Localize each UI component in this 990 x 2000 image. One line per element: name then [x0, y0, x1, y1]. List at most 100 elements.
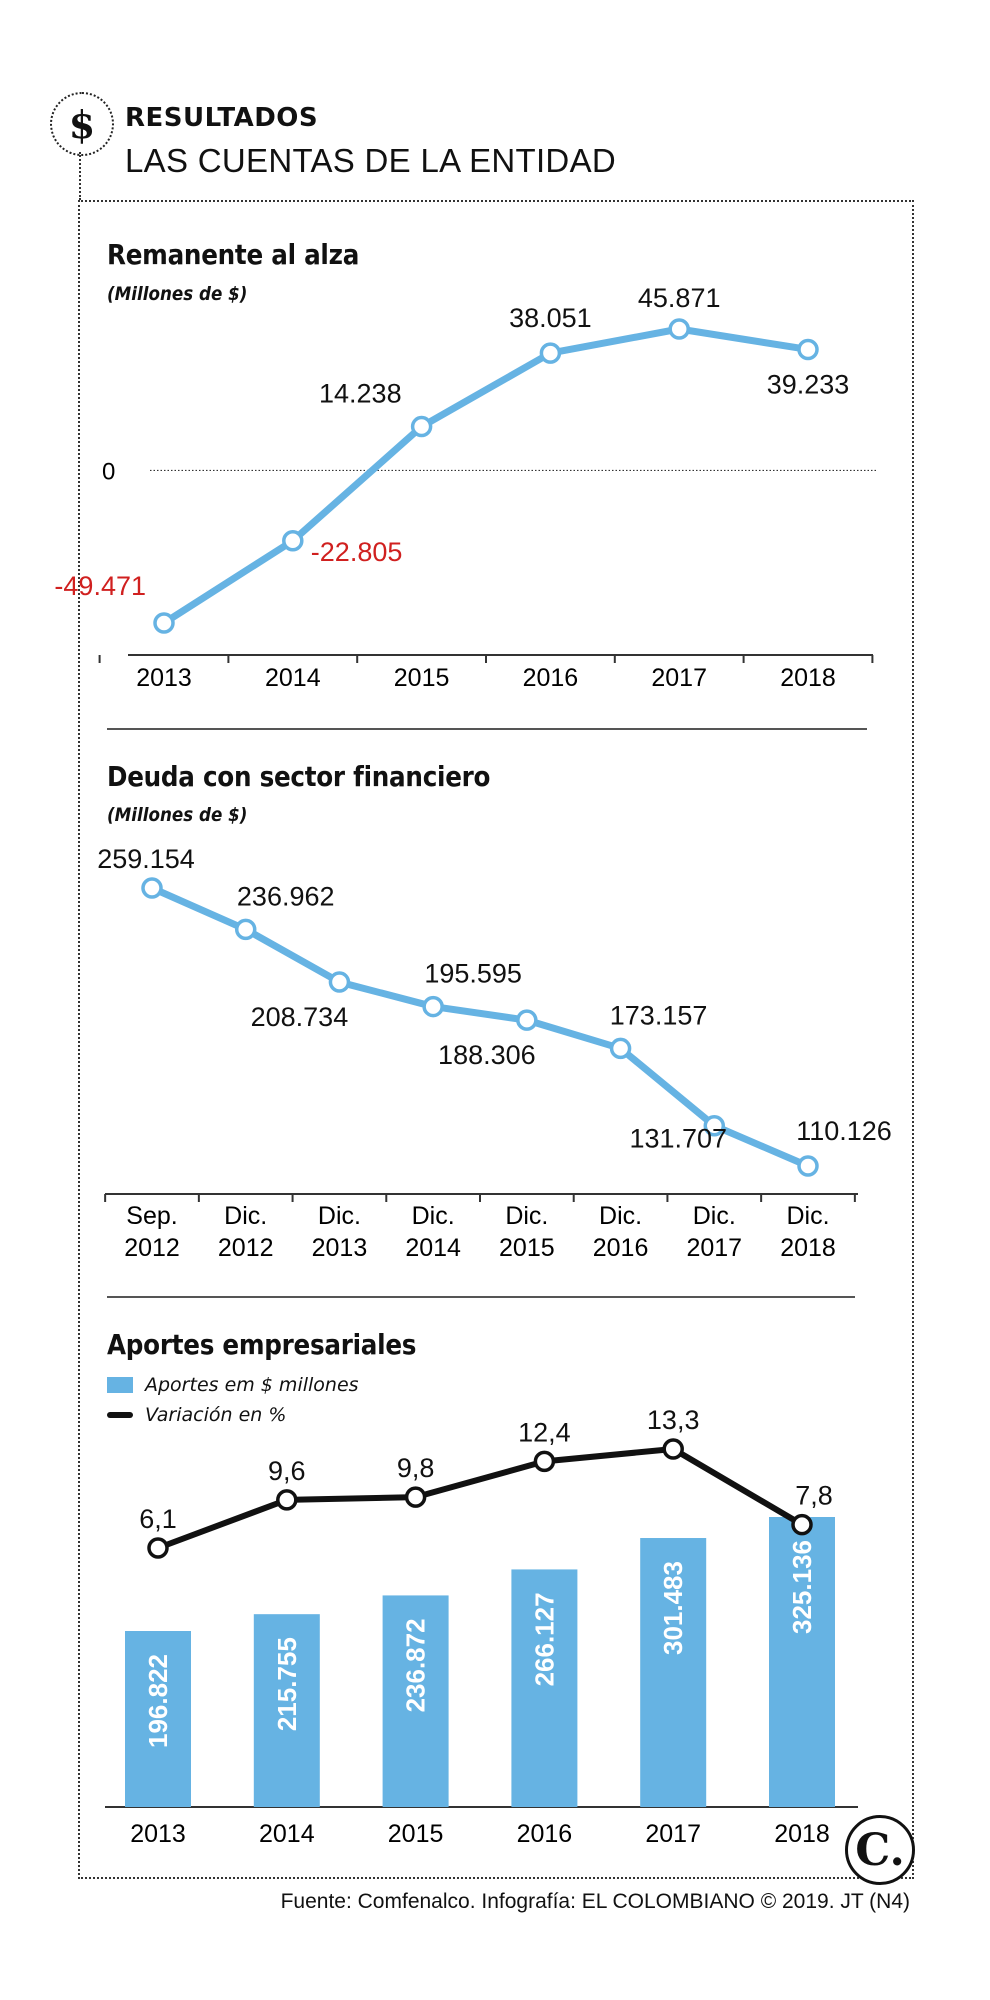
x-tick-label-line2: 2015	[499, 1234, 555, 1262]
legend-line: Variación en %	[107, 1404, 286, 1426]
data-label: 208.734	[251, 1002, 349, 1032]
bar	[253, 1614, 320, 1807]
chart1-subtitle: (Millones de $)	[107, 283, 248, 305]
bar	[125, 1631, 191, 1807]
x-tick-label: 2014	[265, 664, 321, 692]
bar	[382, 1595, 449, 1807]
bar-value-label: 196.822	[143, 1654, 173, 1748]
data-point	[328, 971, 351, 993]
el-colombiano-logo: C.	[845, 1815, 915, 1885]
x-tick-label-line1: Dic.	[693, 1202, 736, 1230]
x-tick-label: 2016	[523, 664, 579, 692]
data-point	[516, 1009, 538, 1031]
x-tick-label: 2017	[645, 1820, 701, 1848]
dotted-connector	[79, 152, 81, 200]
x-tick-label-line1: Dic.	[224, 1202, 267, 1230]
data-label: 6,1	[139, 1504, 177, 1534]
data-point	[539, 342, 562, 364]
x-tick-label: 2015	[394, 664, 450, 692]
x-tick-label: 2013	[130, 1820, 186, 1848]
source-credit: Fuente: Comfenalco. Infografía: EL COLOM…	[280, 1890, 910, 1913]
section-divider	[107, 1296, 855, 1298]
data-point	[276, 1489, 298, 1511]
x-tick-label-line1: Dic.	[599, 1202, 642, 1230]
section-kicker: RESULTADOS	[125, 103, 319, 133]
data-label: 131.707	[629, 1124, 727, 1154]
infographic-frame	[78, 200, 914, 1879]
remanente-line-chart: 0 2013 2014 2015 2016 2017 2018 -49.471 -22.805 1…	[54, 283, 876, 692]
chart3-title: Aportes empresariales	[107, 1328, 417, 1361]
zero-tick-label: 0	[102, 458, 115, 485]
x-tick-label-line2: 2012	[218, 1234, 274, 1262]
bar	[769, 1517, 835, 1807]
data-label: 39.233	[767, 369, 850, 399]
x-tick-label-line2: 2018	[780, 1234, 836, 1262]
data-label: 45.871	[638, 283, 721, 313]
data-label: 12,4	[518, 1417, 571, 1447]
x-tick-label: 2017	[651, 664, 707, 692]
data-point	[703, 1114, 726, 1137]
data-point	[668, 318, 690, 340]
legend-bar-swatch	[107, 1377, 133, 1393]
page-headline: LAS CUENTAS DE LA ENTIDAD	[125, 142, 617, 179]
chart2-subtitle: (Millones de $)	[107, 804, 248, 826]
data-label: 236.962	[237, 881, 335, 911]
data-point	[662, 1438, 684, 1460]
aportes-bar-line-chart: 196.822 215.755 236.872 266.127 301.483 325.1…	[105, 1405, 858, 1848]
x-tick-label: 2018	[780, 664, 836, 692]
data-point	[410, 415, 433, 438]
bar-value-label: 215.755	[272, 1637, 302, 1731]
deuda-line-chart: Sep. 2012 Dic. 2012 Dic. 2013 Dic. 2014 Dic. 2015…	[97, 844, 892, 1262]
x-tick-label: 2015	[388, 1820, 444, 1848]
bar-value-label: 236.872	[401, 1618, 431, 1712]
section-divider	[107, 728, 867, 730]
data-point	[404, 1486, 427, 1508]
data-label: 110.126	[796, 1116, 892, 1146]
data-label: 38.051	[509, 303, 592, 333]
bar-value-label: 325.136	[787, 1540, 817, 1634]
bar	[640, 1538, 707, 1807]
x-tick-label: 2013	[136, 664, 192, 692]
x-tick-label: 2014	[259, 1820, 315, 1848]
data-label: 259.154	[97, 844, 195, 874]
data-point	[147, 1537, 169, 1559]
data-point	[797, 1155, 819, 1177]
legend-bars-label: Aportes em $ millones	[145, 1374, 359, 1396]
bar	[511, 1569, 578, 1807]
legend-line-swatch	[107, 1412, 133, 1418]
x-tick-label-line1: Dic.	[786, 1202, 829, 1230]
x-tick-label-line1: Dic.	[318, 1202, 361, 1230]
chart2-title: Deuda con sector financiero	[107, 760, 491, 793]
data-label: -22.805	[311, 537, 403, 567]
x-tick-label-line2: 2012	[124, 1234, 180, 1262]
data-label: 188.306	[438, 1040, 536, 1070]
data-point	[153, 612, 175, 634]
chart1-title: Remanente al alza	[107, 238, 360, 271]
data-point	[234, 918, 257, 941]
data-label: 14.238	[319, 379, 402, 409]
legend-line-label: Variación en %	[145, 1404, 287, 1426]
legend-bars: Aportes em $ millones	[107, 1374, 359, 1396]
data-label: 7,8	[795, 1481, 833, 1511]
data-point	[797, 338, 819, 361]
data-label: 9,6	[268, 1456, 306, 1486]
x-tick-label-line2: 2017	[686, 1234, 742, 1262]
data-label: 173.157	[610, 1000, 708, 1030]
bar-value-label: 266.127	[529, 1592, 559, 1686]
data-point	[609, 1037, 632, 1060]
x-tick-label-line2: 2014	[405, 1234, 461, 1262]
data-label: 195.595	[424, 959, 522, 989]
data-label: -49.471	[54, 571, 146, 601]
data-label: 13,3	[647, 1405, 700, 1435]
x-tick-label: 2018	[774, 1820, 830, 1848]
dollar-icon: $	[50, 92, 114, 156]
data-point	[141, 877, 163, 899]
x-tick-label-line1: Sep.	[126, 1202, 177, 1230]
data-point	[282, 530, 304, 552]
bar-value-label: 301.483	[658, 1561, 688, 1655]
x-tick-label-line2: 2013	[312, 1234, 368, 1262]
x-tick-label: 2016	[517, 1820, 573, 1848]
data-label: 9,8	[397, 1453, 435, 1483]
data-point	[422, 995, 444, 1018]
data-point	[533, 1450, 556, 1473]
